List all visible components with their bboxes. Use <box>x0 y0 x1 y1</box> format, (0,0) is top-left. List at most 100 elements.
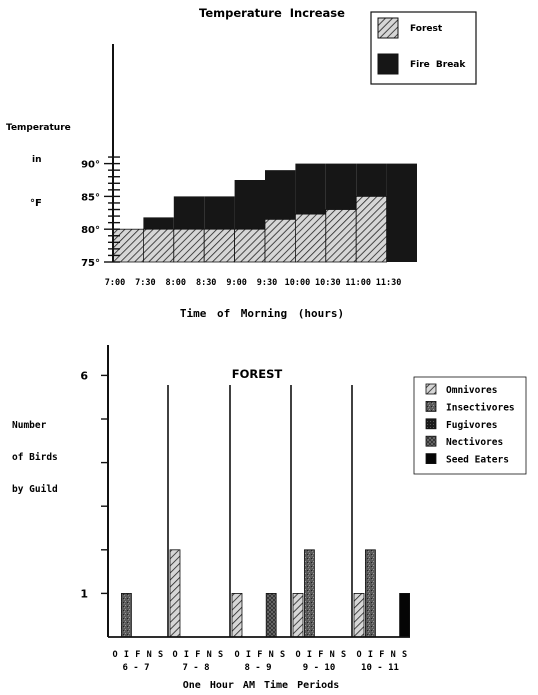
axes: 16 <box>80 345 410 638</box>
x-axis: 7:00 7:30 8:00 8:30 9:00 9:30 10:00 10:30 11:00 1… <box>105 278 402 288</box>
x-tick-label: 10 - 11 <box>361 663 399 673</box>
y-axis-label: Number of Birds by Guild <box>12 420 58 495</box>
plot-area <box>167 385 353 637</box>
y-tick-label: 85° <box>81 192 100 203</box>
x-axis-label: Time of Morning (hours) <box>180 307 344 320</box>
x-tick-label: 7:30 <box>135 278 155 288</box>
guild-letter: S <box>280 650 285 660</box>
bar-forest <box>203 228 235 263</box>
guild-letter: I <box>307 650 312 660</box>
x-tick-label: 10:00 <box>285 278 311 288</box>
guild-letter: F <box>379 650 384 660</box>
legend-swatch <box>425 453 437 465</box>
bar-forest <box>234 228 266 263</box>
legend-swatch <box>425 383 437 395</box>
guild-letter: O <box>234 650 239 660</box>
x-tick-label: 11:30 <box>376 278 402 288</box>
x-tick-label: 9 - 10 <box>303 663 336 673</box>
legend-label: Nectivores <box>446 437 503 448</box>
bar-forest <box>264 218 296 263</box>
x-axis-label: One Hour AM Time Periods <box>183 679 340 691</box>
x-axis: O I F N S6 - 7O I F N S7 - 8O I F N S8 - 9O I F N S9 - 1… <box>112 650 407 673</box>
guild-letter: O <box>356 650 361 660</box>
guild-letter: O <box>172 650 177 660</box>
y-axis-label-line: by Guild <box>12 484 58 495</box>
bar-forest <box>142 228 175 263</box>
bar-forest <box>173 228 205 263</box>
x-tick-label: 11:00 <box>345 278 371 288</box>
y-axis-label-line: °F <box>30 198 42 209</box>
legend: Omnivores Insectivores Fugivores Nectivores… <box>413 376 527 475</box>
bar-forest <box>355 195 388 263</box>
guild-letter: F <box>195 650 200 660</box>
x-tick-label: 9:00 <box>226 278 246 288</box>
legend-swatch <box>425 418 437 430</box>
legend: Forest Fire Break <box>370 11 477 85</box>
y-axis-label-line: of Birds <box>12 452 58 463</box>
y-axis-label-line: Temperature <box>6 123 71 133</box>
x-tick-label: 9:30 <box>257 278 277 288</box>
guild-letter: F <box>318 650 323 660</box>
temperature-chart: Temperature Increase Temperature in °F 7… <box>6 6 477 320</box>
bar-forest <box>294 213 327 263</box>
guild-letter: N <box>147 650 152 660</box>
y-tick-label: 80° <box>81 225 100 236</box>
guild-letter: N <box>330 650 335 660</box>
bar <box>399 593 411 638</box>
legend-label: Omnivores <box>446 385 497 396</box>
bar-fire-break <box>386 163 417 262</box>
chart-title: Temperature Increase <box>199 6 345 20</box>
legend-swatch-forest <box>377 17 399 39</box>
x-tick-label: 7:00 <box>105 278 125 288</box>
guild-letter: I <box>368 650 373 660</box>
plot-area <box>112 163 417 263</box>
bar-forest <box>325 209 357 263</box>
y-tick-label: 90° <box>81 160 100 171</box>
bar <box>231 593 243 638</box>
guild-letter: F <box>257 650 262 660</box>
x-tick-label: 6 - 7 <box>122 663 149 673</box>
x-tick-label: 7 - 8 <box>182 663 209 673</box>
guild-letter: S <box>158 650 163 660</box>
guild-letter: S <box>218 650 223 660</box>
bar <box>353 593 365 638</box>
legend-label: Fire Break <box>410 60 466 70</box>
bar <box>265 593 277 638</box>
guild-letter: N <box>207 650 212 660</box>
y-axis: 75° 80° 85° 90° <box>81 44 120 269</box>
guild-letter: O <box>295 650 300 660</box>
y-tick-label: 6 <box>80 369 88 382</box>
guild-letter: F <box>135 650 140 660</box>
bars <box>121 549 411 638</box>
guild-letter: I <box>124 650 129 660</box>
legend-swatch-fire-break <box>377 53 399 75</box>
bar <box>364 549 376 638</box>
y-tick-label: 75° <box>81 258 100 269</box>
bar <box>292 593 304 638</box>
legend-label: Fugivores <box>446 420 497 431</box>
guild-letter: O <box>112 650 117 660</box>
y-axis-label: Temperature in °F <box>6 123 71 209</box>
legend-swatch <box>425 435 437 447</box>
y-axis-label-line: Number <box>12 420 47 431</box>
y-tick-label: 1 <box>80 587 88 600</box>
x-tick-label: 8 - 9 <box>244 663 271 673</box>
bar <box>169 549 181 638</box>
y-axis-label-line: in <box>32 155 42 165</box>
chart-title: FOREST <box>232 367 283 381</box>
legend-label: Forest <box>410 24 443 34</box>
guild-letter: N <box>391 650 396 660</box>
legend-swatch <box>425 400 437 412</box>
guild-letter: N <box>269 650 274 660</box>
bar-forest <box>112 228 144 263</box>
legend-label: Seed Eaters <box>446 455 509 466</box>
x-tick-label: 8:30 <box>196 278 216 288</box>
x-tick-label: 10:30 <box>315 278 341 288</box>
x-tick-label: 8:00 <box>166 278 186 288</box>
guild-letter: I <box>184 650 189 660</box>
legend-label: Insectivores <box>446 402 515 413</box>
bar <box>121 593 132 638</box>
guild-letter: I <box>246 650 251 660</box>
